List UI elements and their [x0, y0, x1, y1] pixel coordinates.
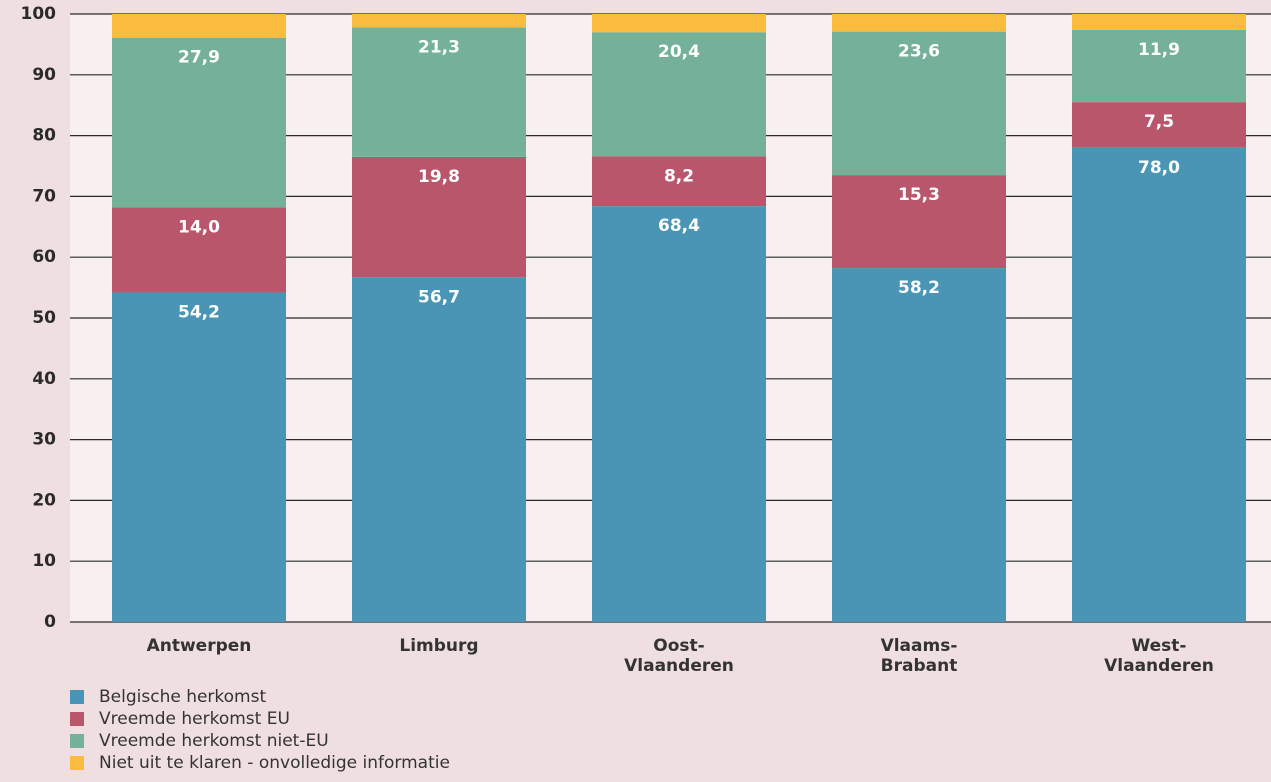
legend-swatch: [70, 712, 84, 726]
bar-segment: [592, 32, 766, 157]
bar-segment: [832, 14, 1006, 32]
value-label: 21,3: [418, 37, 460, 57]
bar-segment: [592, 14, 766, 33]
value-label: 11,9: [1138, 40, 1180, 60]
value-label: 19,8: [418, 167, 460, 187]
bar-segment: [832, 268, 1006, 622]
bar-segment: [112, 14, 286, 38]
value-label: 15,3: [898, 185, 940, 205]
y-tick-label: 50: [32, 308, 56, 328]
value-label: 54,2: [178, 302, 220, 322]
legend-label: Vreemde herkomst EU: [99, 709, 290, 729]
y-tick-label: 20: [32, 490, 56, 510]
bar-segment: [1072, 147, 1246, 622]
y-tick-label: 10: [32, 551, 56, 571]
bar-segment: [592, 156, 766, 207]
bar-segment: [112, 292, 286, 622]
legend-label: Belgische herkomst: [99, 687, 266, 707]
y-tick-label: 100: [21, 4, 57, 24]
bar-segment: [352, 277, 526, 622]
legend-swatch: [70, 690, 84, 704]
x-tick-label: Vlaams-Brabant: [881, 636, 958, 676]
bar-segment: [1072, 102, 1246, 148]
bar-segment: [1072, 14, 1246, 30]
legend-label: Vreemde herkomst niet-EU: [99, 731, 329, 751]
x-tick-label: Antwerpen: [147, 636, 252, 656]
bar-segment: [832, 31, 1006, 176]
y-tick-label: 80: [32, 126, 56, 146]
bar-segment: [1072, 29, 1246, 103]
bar-segment: [832, 175, 1006, 269]
y-tick-label: 30: [32, 430, 56, 450]
value-label: 23,6: [898, 42, 940, 62]
bar-segment: [112, 37, 286, 208]
value-label: 7,5: [1144, 112, 1174, 132]
value-label: 58,2: [898, 278, 940, 298]
legend-swatch: [70, 734, 84, 748]
y-tick-label: 90: [32, 65, 56, 85]
x-tick-label: West-Vlaanderen: [1104, 636, 1214, 676]
y-tick-label: 70: [32, 186, 56, 206]
bar-segment: [352, 156, 526, 278]
legend-swatch: [70, 756, 84, 770]
value-label: 8,2: [664, 166, 694, 186]
y-tick-label: 40: [32, 369, 56, 389]
value-label: 56,7: [418, 287, 460, 307]
bar-segment: [352, 27, 526, 157]
x-tick-label: Limburg: [399, 636, 478, 656]
bar-segment: [592, 206, 766, 623]
y-tick-label: 60: [32, 247, 56, 267]
value-label: 20,4: [658, 42, 700, 62]
value-label: 27,9: [178, 48, 220, 68]
value-label: 68,4: [658, 216, 700, 236]
bar-segment: [112, 207, 286, 293]
x-tick-label: Oost-Vlaanderen: [624, 636, 734, 676]
value-label: 78,0: [1138, 158, 1180, 178]
bar-segment: [352, 14, 526, 28]
y-tick-label: 0: [44, 612, 56, 632]
value-label: 14,0: [178, 217, 220, 237]
legend-label: Niet uit te klaren - onvolledige informa…: [99, 753, 450, 773]
